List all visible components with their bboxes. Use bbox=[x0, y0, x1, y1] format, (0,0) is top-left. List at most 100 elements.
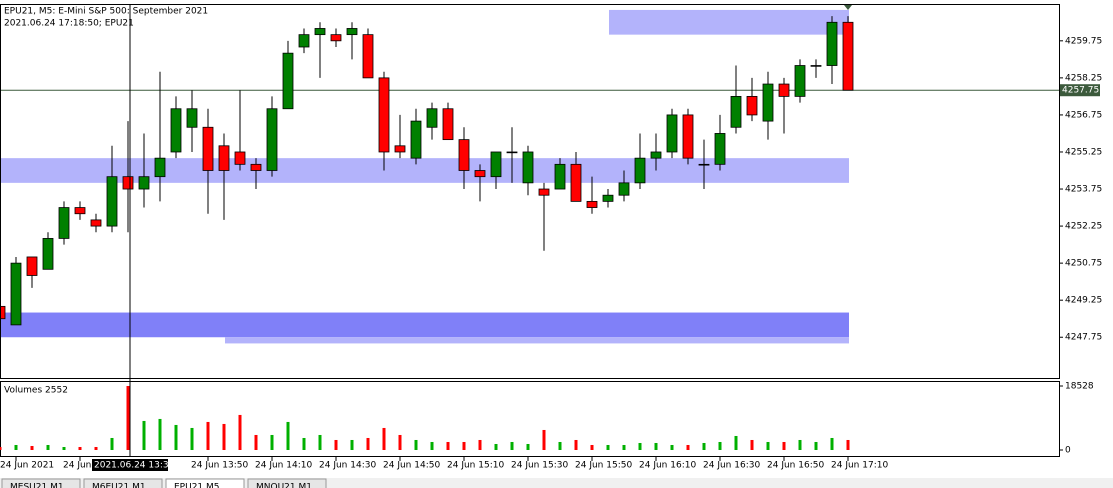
volume-bar bbox=[670, 444, 674, 450]
candle-body bbox=[698, 163, 710, 166]
volume-bar bbox=[334, 439, 338, 450]
volume-bar bbox=[574, 439, 578, 450]
crosshair-box bbox=[92, 459, 168, 471]
volume-bar bbox=[654, 442, 658, 450]
zone bbox=[609, 9, 849, 35]
candle-body bbox=[362, 34, 374, 79]
last-bar-marker bbox=[844, 5, 852, 10]
candle-body bbox=[746, 95, 758, 116]
candle-body bbox=[394, 145, 406, 153]
candle-body bbox=[314, 28, 326, 36]
volume-bar bbox=[158, 418, 162, 450]
volume-bar bbox=[766, 441, 770, 450]
volume-bar bbox=[14, 444, 18, 450]
volume-bar bbox=[398, 434, 402, 450]
x-tick-label: 24 Jun 16:30 bbox=[703, 461, 760, 471]
candle-body bbox=[778, 83, 790, 97]
candle-body bbox=[186, 108, 198, 128]
price-plot bbox=[1, 9, 1059, 344]
candle-body bbox=[762, 83, 774, 122]
candle-body bbox=[570, 163, 582, 202]
candle-body bbox=[426, 108, 438, 128]
candle-body bbox=[730, 95, 742, 128]
candle-body bbox=[538, 188, 550, 196]
tab[interactable] bbox=[165, 478, 245, 488]
candle-body bbox=[1, 305, 6, 320]
y-tick-label: 4258.25 bbox=[1065, 73, 1102, 83]
tab-label[interactable]: M6EU21,M1 bbox=[92, 483, 146, 488]
last-price-box bbox=[1060, 84, 1100, 97]
candle-body bbox=[618, 182, 630, 196]
x-tick-label: 24 Jun 15:10 bbox=[447, 461, 504, 471]
volume-bar bbox=[126, 386, 130, 450]
volume-bar bbox=[62, 446, 66, 450]
crosshair-label: 2021.06.24 13:30 bbox=[94, 461, 175, 471]
volume-bar bbox=[430, 441, 434, 450]
volume-bar bbox=[590, 444, 594, 450]
candle-body bbox=[602, 194, 614, 202]
y-tick-label: 4249.25 bbox=[1065, 296, 1102, 306]
volume-bar bbox=[686, 444, 690, 450]
volume-bar bbox=[286, 421, 290, 450]
candle-body bbox=[650, 151, 662, 159]
tab[interactable] bbox=[247, 478, 327, 488]
candle-body bbox=[90, 219, 102, 227]
candle-body bbox=[298, 34, 310, 48]
volume-bar bbox=[366, 437, 370, 450]
volume-bar bbox=[270, 434, 274, 450]
candle-body bbox=[346, 28, 358, 36]
volume-bar bbox=[462, 441, 466, 450]
candle-body bbox=[506, 151, 518, 154]
y-tick-label: 18528 bbox=[1065, 382, 1094, 392]
y-tick-label: 4252.25 bbox=[1065, 222, 1102, 232]
candle-body bbox=[586, 200, 598, 208]
x-tick-label: 24 Jun 2021 bbox=[0, 461, 54, 471]
tab-label[interactable]: MESU21,M1 bbox=[10, 483, 64, 488]
candle-body bbox=[74, 207, 86, 215]
candle-body bbox=[714, 133, 726, 165]
candle-body bbox=[106, 176, 118, 227]
candle-body bbox=[122, 176, 134, 190]
candle-body bbox=[410, 120, 422, 159]
volume-bar bbox=[190, 427, 194, 450]
tab-label[interactable]: MNQU21,M1 bbox=[256, 483, 312, 488]
volume-bar bbox=[0, 446, 2, 450]
tab[interactable] bbox=[83, 478, 163, 488]
x-tick-label: 24 Jun 15:30 bbox=[511, 461, 568, 471]
x-tick-label: 24 Jun 16:10 bbox=[639, 461, 696, 471]
tab-label[interactable]: EPU21,M5 bbox=[174, 483, 220, 488]
volume-bar bbox=[622, 444, 626, 450]
candle-body bbox=[266, 108, 278, 171]
volume-bar bbox=[78, 446, 82, 450]
tab-bar bbox=[0, 478, 1113, 488]
y-tick-label: 4255.25 bbox=[1065, 147, 1102, 157]
volume-bar bbox=[798, 439, 802, 450]
volume-bar bbox=[302, 437, 306, 450]
candle-body bbox=[138, 176, 150, 190]
volume-bar bbox=[254, 434, 258, 450]
candle-body bbox=[170, 108, 182, 153]
candle-body bbox=[490, 151, 502, 178]
candle-body bbox=[250, 163, 262, 171]
volume-bar bbox=[814, 441, 818, 450]
x-tick-label: 24 Jun 13:50 bbox=[191, 461, 248, 471]
y-tick-label: 4259.75 bbox=[1065, 36, 1102, 46]
candle-body bbox=[810, 65, 822, 67]
chart-title: EPU21, M5: E-Mini S&P 500: September 202… bbox=[4, 7, 208, 17]
x-tick-label: 24 Jun 13:10 bbox=[63, 461, 120, 471]
candle-body bbox=[282, 52, 294, 110]
volume-bar bbox=[526, 443, 530, 450]
volume-bar bbox=[30, 445, 34, 450]
candle-body bbox=[378, 77, 390, 153]
candle-body bbox=[554, 163, 566, 190]
y-tick-label: 4250.75 bbox=[1065, 259, 1102, 269]
volume-bar bbox=[830, 437, 834, 450]
candle-body bbox=[10, 262, 22, 326]
tab[interactable] bbox=[1, 478, 81, 488]
volume-bar bbox=[478, 439, 482, 450]
volume-bar bbox=[94, 446, 98, 450]
x-tick-label: 24 Jun 14:50 bbox=[383, 461, 440, 471]
candle-body bbox=[794, 65, 806, 97]
candle-body bbox=[522, 151, 534, 184]
